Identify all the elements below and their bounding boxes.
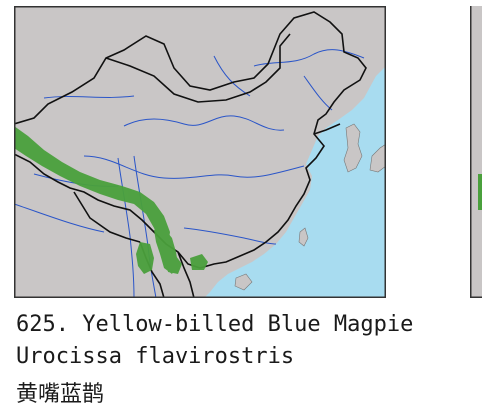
river-pearl [183, 227, 277, 245]
range-laos-spot [166, 256, 182, 274]
rivers [14, 49, 365, 298]
river-amur [253, 49, 365, 67]
river-tarim [43, 95, 135, 99]
korea-border [313, 123, 341, 135]
japan-fragment [369, 143, 386, 173]
adjacent-map-land [470, 6, 482, 298]
korea-peninsula [343, 123, 363, 173]
species-number-and-english-name: 625. Yellow-billed Blue Magpie [16, 312, 414, 337]
borders [14, 11, 367, 298]
map-frame-border [14, 6, 386, 298]
taiwan [298, 227, 309, 247]
mongolia-border [105, 33, 291, 103]
hainan [234, 273, 253, 291]
range-guangxi-spot [190, 254, 208, 270]
range-myanmar-spot [136, 242, 154, 274]
river-ganges [14, 203, 105, 233]
india-border [73, 191, 141, 243]
adjacent-map-range [478, 174, 482, 210]
range-map [14, 6, 386, 298]
adjacent-map-edge [470, 6, 482, 298]
land [14, 6, 386, 298]
china-border [14, 11, 367, 269]
species-chinese-name: 黄嘴蓝鹊 [16, 382, 105, 407]
river-yellow [123, 115, 285, 131]
species-range [14, 126, 208, 274]
species-latin-name: Urocissa flavirostris [16, 344, 295, 369]
laos-vietnam-border [177, 251, 195, 298]
river-yangtze [83, 155, 305, 179]
range-himalaya-band [14, 126, 170, 246]
river-salween [117, 157, 135, 298]
